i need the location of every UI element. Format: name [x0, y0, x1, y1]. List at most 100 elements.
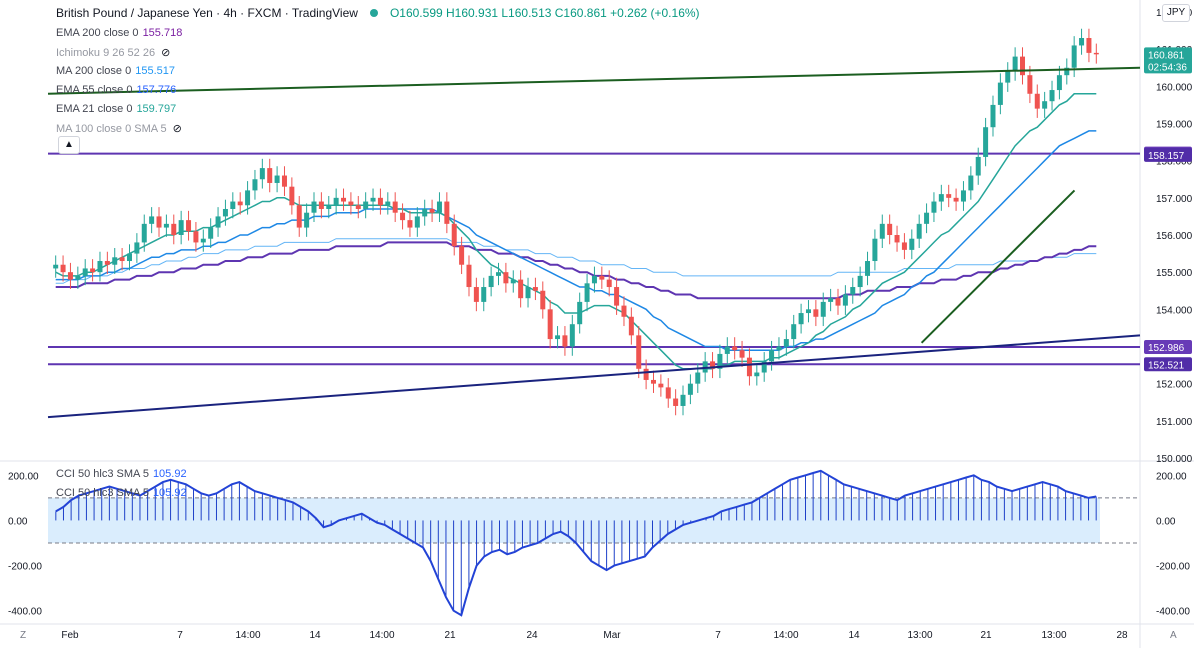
candle-body: [222, 208, 228, 217]
candle-body: [680, 394, 686, 406]
candle-body: [732, 346, 738, 351]
indicator-ema55[interactable]: EMA 55 close 0 157.776: [56, 84, 177, 96]
ema200-line: [55, 241, 1097, 300]
cci-right-tick: -200.00: [1156, 562, 1190, 573]
price-tag: [1144, 147, 1192, 162]
y-tick-label: 155.000: [1156, 268, 1193, 279]
indicator-ma200[interactable]: MA 200 close 0 155.517: [56, 65, 175, 77]
candle-body: [363, 201, 369, 209]
price-tag-label: 160.861: [1148, 50, 1185, 61]
candle-body: [289, 186, 295, 206]
cci-right-tick: -400.00: [1156, 607, 1190, 618]
x-tick-label: 21: [980, 630, 992, 641]
candle-body: [820, 301, 826, 317]
candle-body: [60, 264, 66, 273]
candle-body: [997, 82, 1003, 105]
candle-body: [887, 223, 893, 235]
candle-body: [252, 179, 258, 191]
indicator-ema21[interactable]: EMA 21 close 0 159.797: [56, 103, 177, 115]
candle-body: [436, 201, 442, 213]
candle-body: [901, 242, 907, 250]
candle-body: [761, 361, 767, 373]
cci-label[interactable]: CCI 50 hlc3 SMA 5 105.92: [56, 468, 187, 480]
candle-body: [296, 205, 302, 228]
collapse-legend-button[interactable]: ▲: [58, 136, 80, 154]
candle-body: [924, 212, 930, 224]
candle-body: [304, 212, 310, 228]
candle-body: [532, 287, 538, 291]
candle-body: [171, 223, 177, 235]
candle-body: [341, 197, 347, 202]
candle-body: [496, 272, 502, 276]
timezone-z-button[interactable]: Z: [20, 630, 27, 641]
candle-body: [584, 283, 590, 302]
price-tag: [1144, 357, 1192, 372]
currency-selector[interactable]: JPY: [1162, 4, 1190, 22]
indicator-ichimoku[interactable]: Ichimoku 9 26 52 26 ⊘: [56, 47, 171, 59]
y-tick-label: 154.000: [1156, 305, 1193, 316]
candle-body: [400, 212, 406, 221]
candle-body: [1079, 38, 1085, 46]
candle-body: [946, 194, 952, 198]
x-tick-label: 14:00: [235, 630, 260, 641]
trend-line: [47, 334, 1141, 419]
candle-body: [90, 268, 96, 273]
candle-body: [687, 383, 693, 395]
cci-line: [55, 469, 1097, 617]
price-tag-label: 158.157: [1148, 151, 1185, 162]
candle-body: [67, 272, 73, 280]
hidden-eye-icon[interactable]: ⊘: [161, 47, 171, 59]
x-tick-label: 13:00: [907, 630, 932, 641]
candle-body: [156, 216, 162, 228]
candle-body: [466, 264, 472, 288]
x-tick-label: 14:00: [369, 630, 394, 641]
candle-body: [318, 201, 324, 209]
cci-label[interactable]: CCI 50 hlc3 SMA 5 105.92: [56, 487, 187, 499]
candle-body: [835, 298, 841, 306]
candle-body: [274, 175, 280, 183]
price-tag-label: 152.521: [1148, 360, 1185, 371]
candle-body: [281, 175, 287, 187]
hidden-eye-icon[interactable]: ⊘: [172, 123, 182, 135]
candle-body: [872, 238, 878, 262]
y-tick-label: 158.000: [1156, 157, 1193, 168]
candle-body: [643, 368, 649, 380]
candle-body: [141, 223, 147, 243]
chart-header: British Pound / Japanese Yen · 4h · FXCM…: [56, 6, 700, 20]
candle-body: [333, 197, 339, 206]
candle-body: [983, 127, 989, 157]
candle-body: [842, 294, 848, 306]
symbol-title[interactable]: British Pound / Japanese Yen · 4h · FXCM…: [56, 6, 358, 20]
candle-body: [178, 220, 184, 235]
candle-body: [606, 279, 612, 288]
candle-body: [311, 201, 317, 213]
candle-body: [1049, 90, 1055, 102]
price-tag-label: 152.986: [1148, 343, 1185, 354]
candle-body: [1020, 56, 1026, 76]
ohlc-values: O160.599 H160.931 L160.513 C160.861 +0.2…: [389, 6, 700, 20]
candle-body: [628, 316, 634, 336]
x-tick-label: 21: [444, 630, 456, 641]
cci-left-tick: -400.00: [8, 607, 42, 618]
indicator-ma100[interactable]: MA 100 close 0 SMA 5 ⊘: [56, 123, 182, 135]
candle-body: [1064, 67, 1070, 76]
trend-line: [47, 66, 1141, 95]
indicator-ema200[interactable]: EMA 200 close 0 155.718: [56, 27, 183, 39]
candle-body: [805, 309, 811, 314]
candle-body: [259, 168, 265, 180]
candle-body: [503, 272, 509, 284]
candle-body: [473, 287, 479, 302]
cci-left-tick: 0.00: [8, 516, 28, 527]
candle-body: [119, 257, 125, 262]
candle-body: [791, 324, 797, 340]
candle-body: [149, 216, 155, 224]
candle-body: [540, 290, 546, 310]
candle-body: [555, 335, 561, 340]
candle-body: [134, 242, 140, 254]
candle-body: [1027, 75, 1033, 94]
cci-right-tick: 200.00: [1156, 471, 1187, 482]
auto-scale-button[interactable]: A: [1170, 630, 1177, 641]
cci-left-tick: 200.00: [8, 471, 39, 482]
candle-body: [488, 275, 494, 288]
